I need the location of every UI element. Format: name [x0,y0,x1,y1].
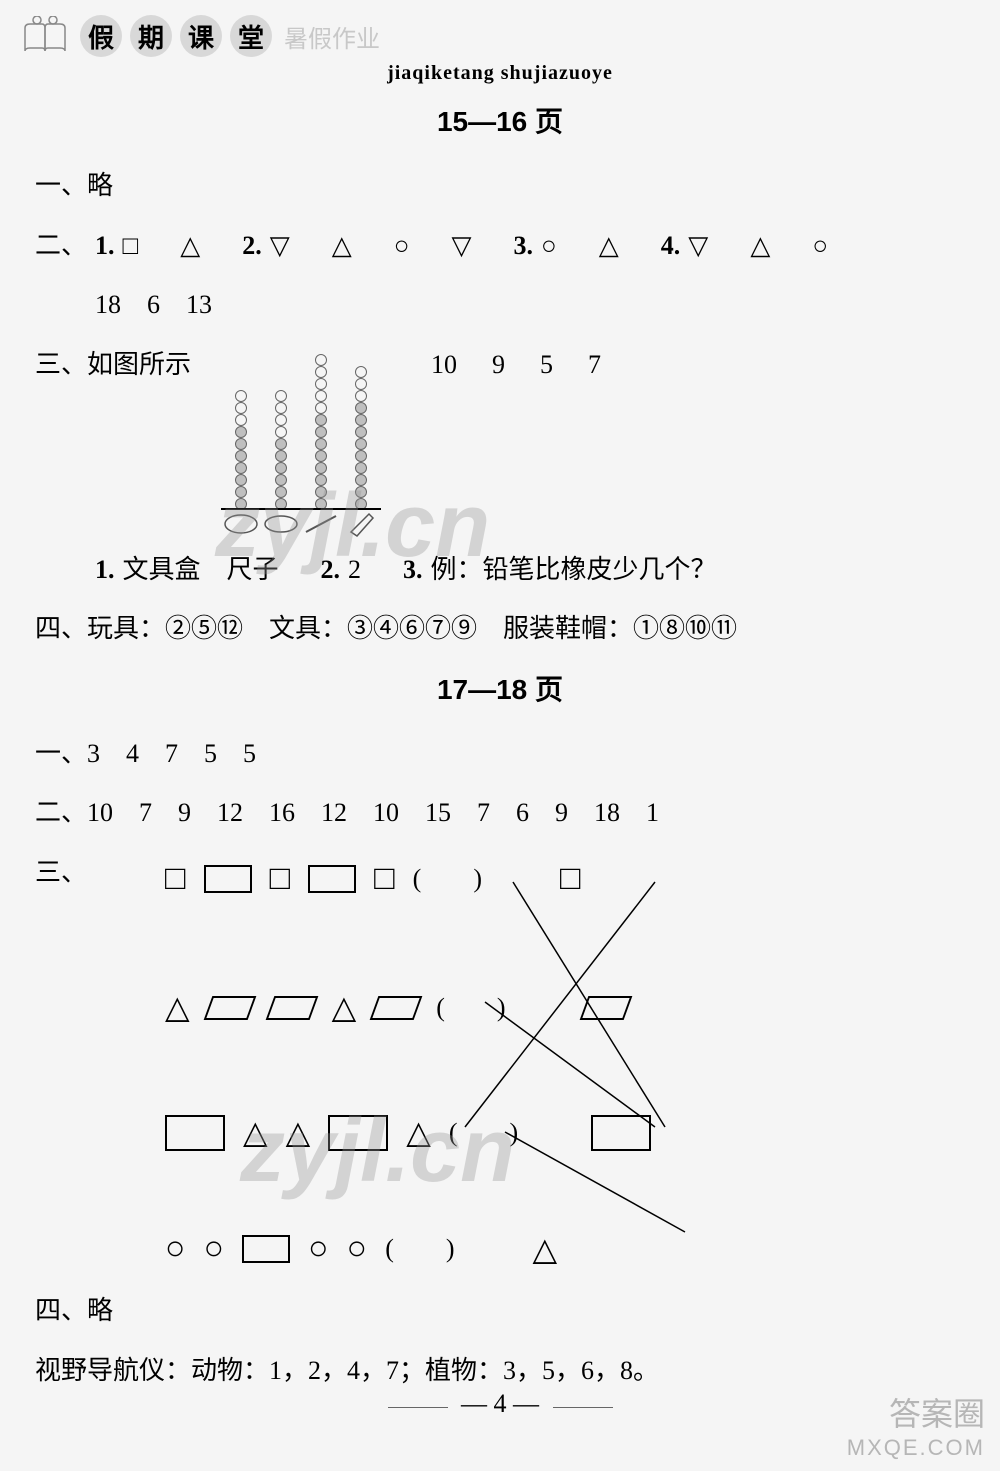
diagram-shape [203,996,256,1020]
content-area: 一、略 二、 1. □ △ 2. ▽ △ ○ ▽ 3. ○ △ 4. ▽ △ ○… [0,165,1000,1391]
diagram-shape [204,865,252,893]
diagram-shape [370,996,423,1020]
q2-numbers: 18 6 13 [35,284,965,326]
shape-circle: ○ [394,225,410,267]
diagram-shape: △ [533,1224,558,1275]
shape-semicircle: ▽ [270,225,290,267]
diagram-shape: □ [270,852,291,906]
sub-text: 2 [348,549,361,591]
shape-triangle: △ [750,225,770,267]
shape-down-triangle: ▽ [452,225,472,267]
q2-item-num: 1. [95,225,115,267]
q3-section: 三、如图所示 10 9 5 7 [35,344,965,544]
section-b-title: 17—18 页 [35,668,965,713]
b-q1: 一、3 4 7 5 5 [35,733,965,775]
diagram-shape [265,996,318,1020]
q2-item-num: 4. [661,225,681,267]
diagram-shape [328,1115,388,1151]
matching-lines [165,852,785,1272]
diagram-shape: △ [286,1107,311,1158]
diagram-shape: ○ [165,1222,186,1276]
diagram-shape: ○ [308,1222,329,1276]
q3-num: 7 [588,344,601,386]
q3-num: 10 [431,344,457,386]
sub-text: 文具盒 尺子 [123,549,279,591]
header-char: 堂 [230,15,272,57]
sub-text: 例：铅笔比橡皮少几个？ [431,549,717,591]
q4-line: 四、玩具：②⑤⑫ 文具：③④⑥⑦⑨ 服装鞋帽：①⑧⑩⑪ [35,608,965,650]
diagram-shape: □ [374,852,395,906]
diagram-shape [308,865,356,893]
shape-semicircle: ▽ [688,225,708,267]
diagram-shape [165,1115,225,1151]
shape-square: □ [123,225,139,267]
shape-circle: ○ [541,225,557,267]
shape-circle: ○ [812,225,828,267]
diagram-shape [579,996,632,1020]
shape-triangle: △ [180,225,200,267]
header-char: 期 [130,15,172,57]
q2-prefix: 二、 [35,225,87,267]
q2-line: 二、 1. □ △ 2. ▽ △ ○ ▽ 3. ○ △ 4. ▽ △ ○ [35,225,965,267]
brand-watermark: 答案圈 MXQE.COM [847,1389,985,1461]
header-char: 假 [80,15,122,57]
diagram-shape: ○ [204,1222,225,1276]
q3-num: 9 [492,344,505,386]
diagram-shape: □ [560,852,581,906]
q3-prefix: 三、如图所示 [35,344,191,386]
diagram-shape: ( ) [413,858,482,900]
section-a-title: 15—16 页 [0,100,1000,140]
bead-chart [211,344,391,544]
diagram-shape: △ [243,1107,268,1158]
page-num-text: — 4 — [461,1389,539,1419]
shape-triangle: △ [599,225,619,267]
b-q3-prefix: 三、 [35,852,87,894]
shapes-matching-diagram: □□□( )□△△( )△△△( )○○○○( )△ [165,852,785,1272]
diagram-shape: ○ [347,1222,368,1276]
q2-item-num: 3. [514,225,534,267]
diagram-shape: ( ) [385,1228,454,1270]
diagram-shape: △ [332,982,357,1033]
q3-num: 5 [540,344,553,386]
header-char: 课 [180,15,222,57]
sub-label: 3. [403,549,423,591]
diagram-shape [242,1235,290,1263]
header-title-circles: 假 期 课 堂 [80,15,272,57]
q2-item-num: 2. [242,225,262,267]
sub-label: 1. [95,549,115,591]
q3-sub-line: 1. 文具盒 尺子 2. 2 3. 例：铅笔比橡皮少几个？ [35,549,965,591]
header-subtitle: 暑假作业 [284,19,380,54]
book-icon [20,16,70,56]
b-q2: 二、10 7 9 12 16 12 10 15 7 6 9 18 1 [35,792,965,834]
sub-label: 2. [321,549,341,591]
diagram-shape [591,1115,651,1151]
b-q3-prefix-line: 三、 □□□( )□△△( )△△△( )○○○○( )△ [35,852,965,1272]
diagram-shape: ( ) [436,987,505,1029]
q1-line: 一、略 [35,165,965,207]
diagram-shape: △ [165,982,190,1033]
diagram-shape: △ [406,1107,431,1158]
brand-text: 答案圈 [847,1389,985,1435]
shape-triangle: △ [332,225,352,267]
brand-url: MXQE.COM [847,1435,985,1461]
diagram-shape: □ [165,852,186,906]
header-pinyin: jiaqiketang shujiazuoye [0,62,1000,85]
page-header: 假 期 课 堂 暑假作业 [0,0,1000,62]
diagram-shape: ( ) [449,1112,518,1154]
b-q4: 四、略 [35,1290,965,1332]
